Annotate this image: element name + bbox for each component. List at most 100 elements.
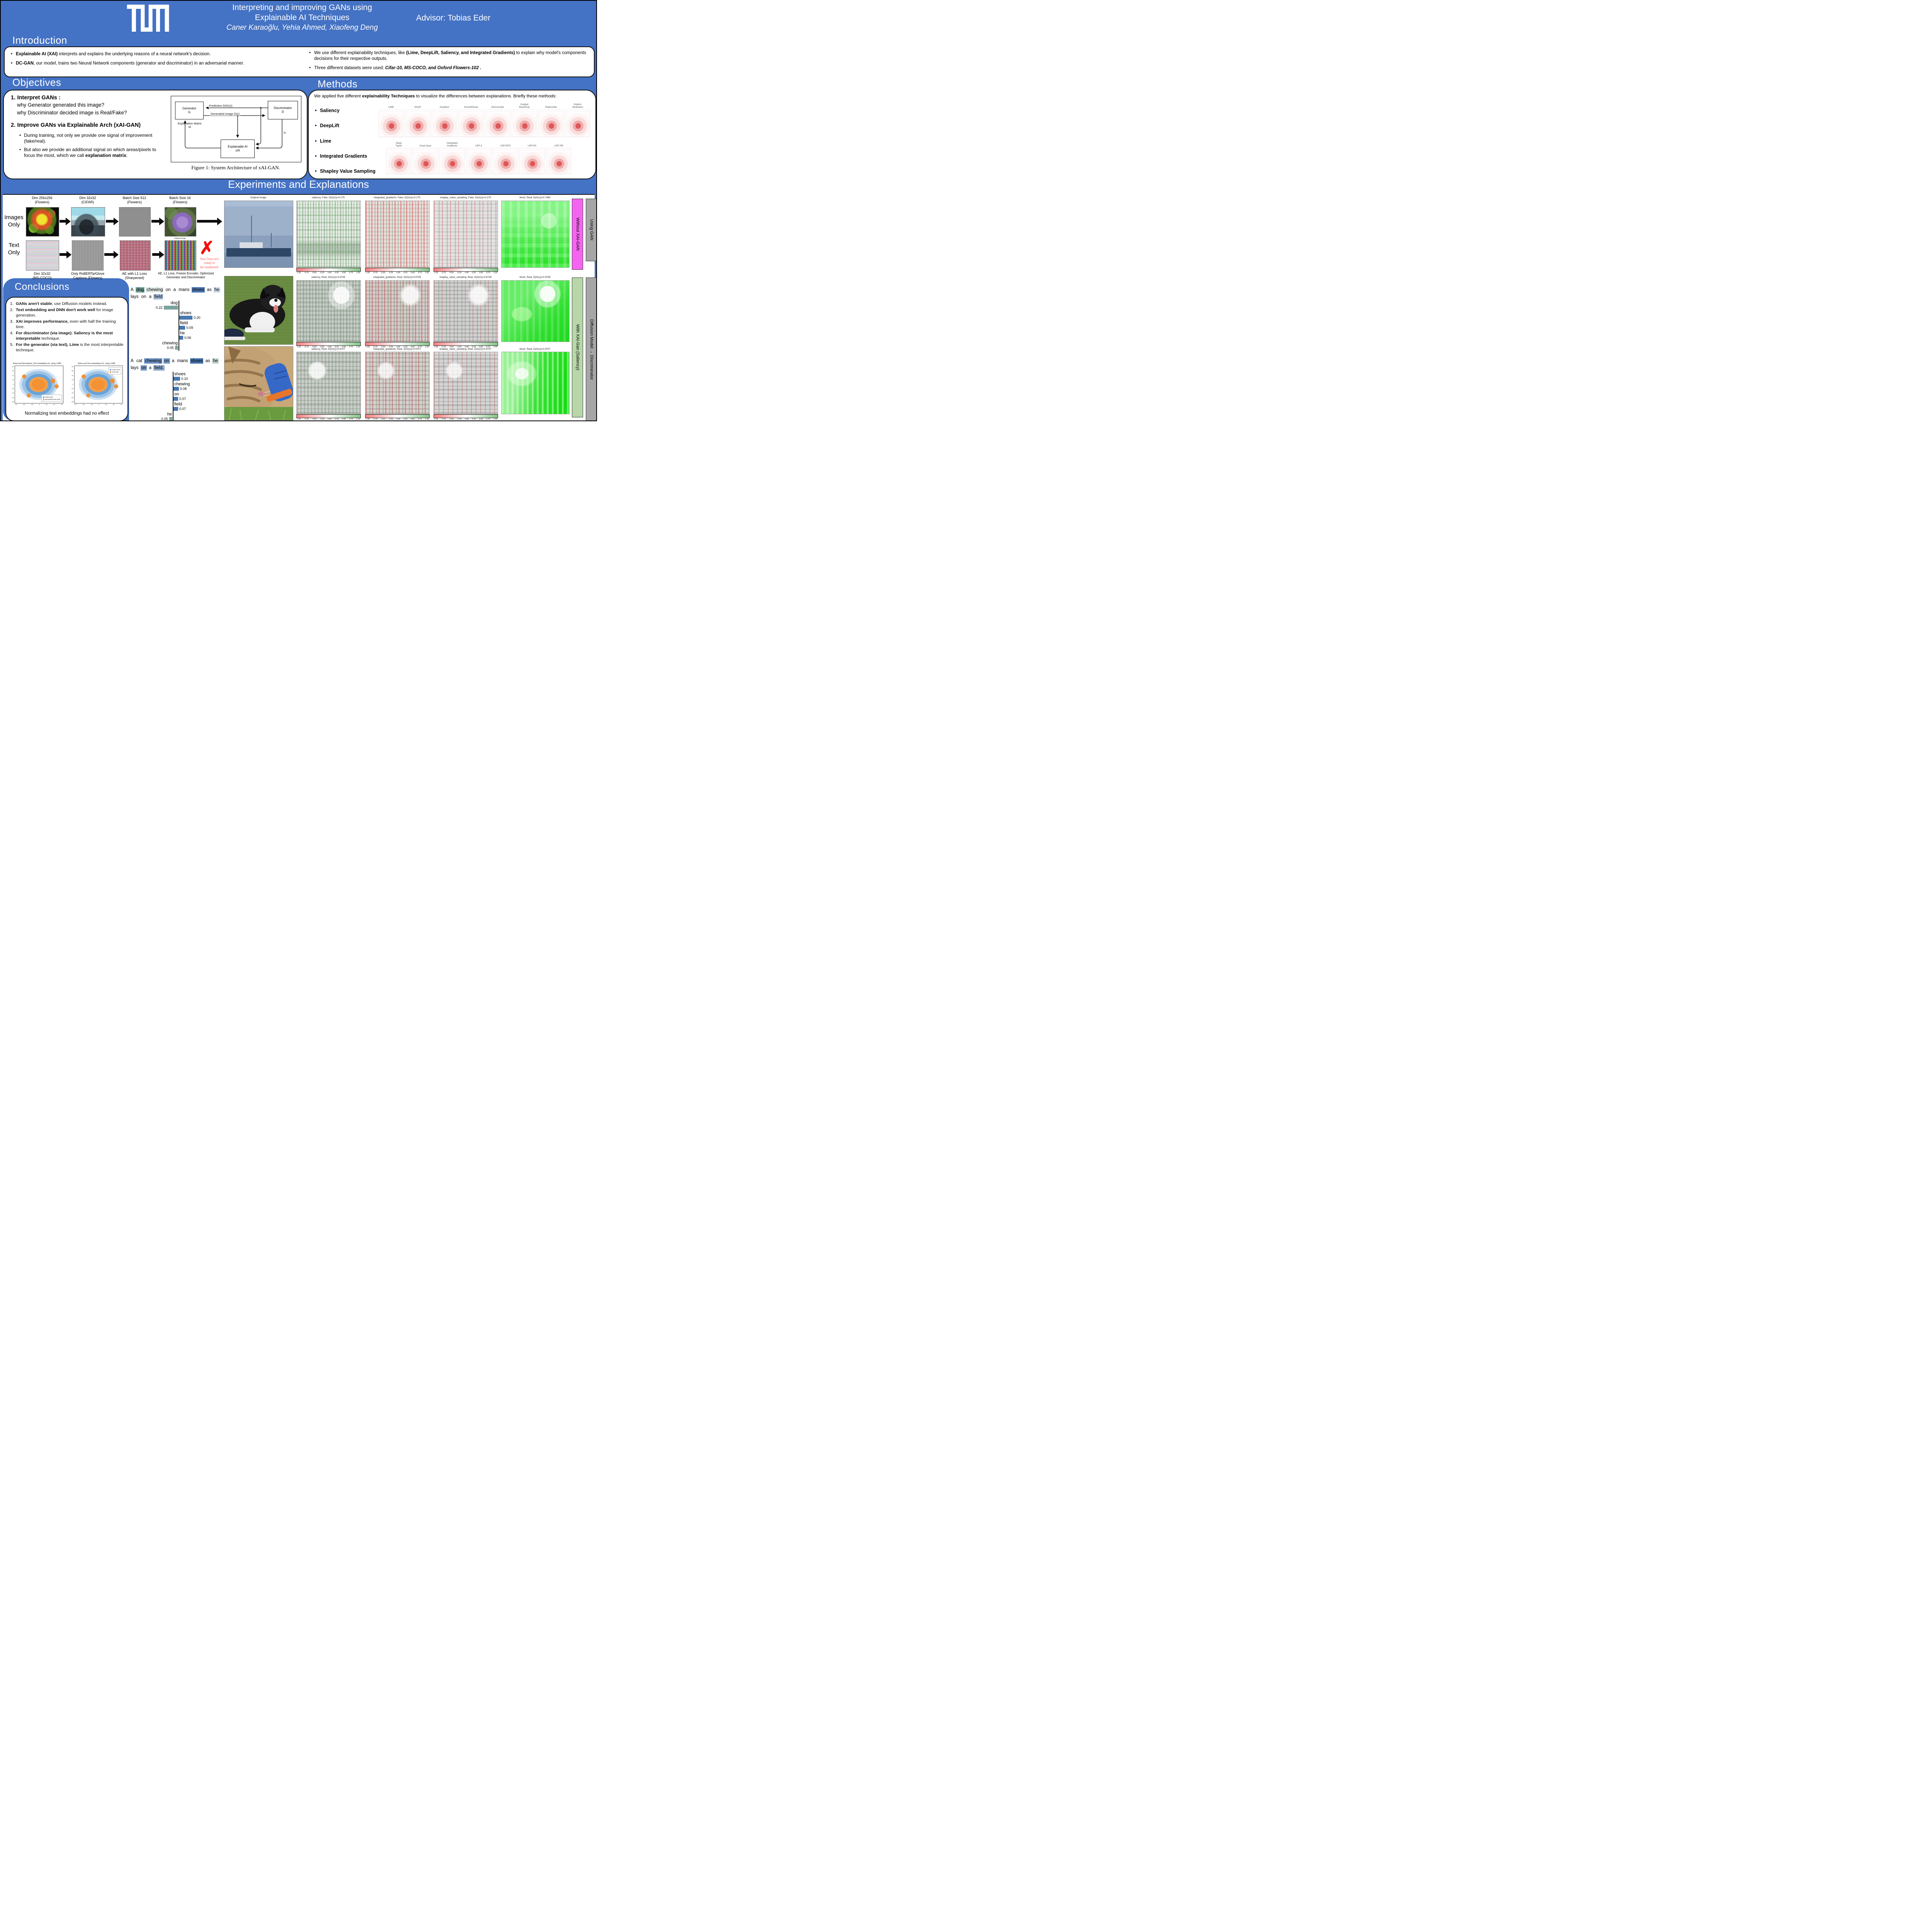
conclusion-item: 1. GANs aren't stable; use Diffusion mode…: [10, 301, 124, 306]
chart-row: field 0.09: [134, 321, 227, 331]
section-heading-conclusions: Conclusions: [15, 281, 70, 292]
method-column: Guided BackProp: [512, 103, 537, 137]
cat-illustration: [224, 347, 293, 420]
tsne2-plot-area: noise emb text emb: [74, 366, 123, 403]
label-line: (CIFAR): [81, 200, 94, 204]
legend-dot-icon: [43, 398, 44, 400]
label-line: Captions (Flowers): [73, 276, 102, 280]
text-segment: GANs aren't stable: [16, 301, 52, 306]
method-column: SHAP: [405, 103, 430, 137]
bar-value-label: 0.07: [179, 397, 186, 401]
method-label: DeConvNet: [485, 103, 510, 109]
method-label-line: Integrated: [446, 142, 458, 145]
text-segment: Saliency is the most interpretable: [16, 331, 113, 341]
explanation-matrix-label: Explanation Matrix M: [173, 122, 207, 129]
boat-cabin: [239, 242, 263, 248]
method-label-line: LRP-PA: [527, 145, 537, 148]
colorbar: [434, 342, 498, 346]
bullet-icon: •: [19, 133, 21, 138]
pipeline-image-text-mscoco: [26, 240, 59, 271]
chart-row: on 0.07: [134, 392, 227, 402]
pipeline-arrow-4: [197, 217, 222, 225]
bar-word-label: chewing: [162, 341, 178, 345]
y-tick: -80: [71, 401, 73, 403]
colorbar-tick: 0.25: [335, 272, 339, 274]
pipeline-bottom-label: AE, L1 Loss, Freeze Encoder, Optimized Ge…: [153, 272, 219, 279]
colorbar-tick: 0.25: [472, 346, 476, 348]
explanation-heatmap: [501, 280, 570, 342]
highlighted-word: dog: [135, 287, 145, 293]
text-segment: .: [126, 153, 128, 158]
method-column: Integrated Gradients: [439, 141, 465, 174]
objective-1: 1. Interpret GANs :: [11, 94, 167, 101]
pipeline-image-batch16: [165, 207, 196, 237]
tsne2-x-ticks: -75 -50 -25 0 25 50 75: [74, 403, 122, 405]
methods-bullet: • Integrated Gradients: [315, 153, 377, 159]
method-label: Integrated Gradients: [439, 141, 465, 148]
word: lays: [131, 365, 139, 370]
introduction-bullet: • Explainable AI (XAI) interprets and exp…: [11, 51, 293, 57]
colorbar-tick: 0.00: [464, 346, 469, 348]
colorbar-tick: -1.00: [434, 418, 438, 420]
text-segment: to explain why model's components decisi…: [314, 51, 587, 61]
pipeline-image-ae-frozen: [165, 240, 196, 271]
word: a: [149, 365, 152, 370]
colorbar-tick: 0.75: [349, 272, 353, 274]
method-label: LRP-Z: [466, 141, 492, 148]
bar: [173, 377, 180, 381]
colorbar-tick: 0.75: [349, 418, 353, 420]
y-tick: -60: [12, 396, 14, 398]
colorbar-tick: -0.75: [441, 418, 446, 420]
text-only-label: Text Only: [3, 242, 25, 257]
dog-illustration: [224, 276, 293, 344]
objective-1-lines: why Generator generated this image? why D…: [11, 101, 167, 116]
xai-letter: xAI: [235, 149, 240, 152]
item-text: Text embedding and DNN don't work well f…: [16, 308, 113, 317]
bullet-icon: •: [11, 52, 13, 56]
method-label-line: PatternNet: [545, 106, 557, 109]
colorbar-tick: 0.75: [486, 346, 490, 348]
colorbar-ticks: -1.00 -0.75 -0.50 -0.25 0.00 0.25 0.50 0.75 1.00: [434, 418, 497, 420]
colorbar-tick: -0.25: [388, 272, 393, 274]
colorbar: [434, 414, 498, 418]
colorbar-ticks: -1.00 -0.75 -0.50 -0.25 0.00 0.25 0.50 0.75 1.00: [296, 272, 360, 274]
text-segment: explainability Techniques: [362, 94, 415, 99]
section-heading-experiments: Experiments and Explanations: [228, 179, 369, 190]
method-label-line: Grad-Input: [419, 145, 432, 148]
method-label-line: DeConvNet: [491, 106, 504, 109]
colorbar-tick: -1.00: [365, 418, 370, 420]
method-column: Grad-Input: [413, 141, 438, 174]
y-tick: 20: [12, 379, 14, 381]
poster-root: Interpreting and improving GANs using Ex…: [0, 0, 597, 421]
y-tick: 0: [13, 383, 14, 385]
introduction-bullet: • DC-GAN, our model, trains two Neural Ne…: [11, 61, 293, 66]
colorbar-tick: -1.00: [365, 272, 370, 274]
bullet-text: Three different datasets were used: Cifa…: [314, 66, 481, 70]
colorbar-tick: -0.50: [312, 418, 316, 420]
authors: Caner Karaoğlu, Yehia Ahmed, Xiaofeng De…: [226, 24, 378, 32]
y-tick: -20: [12, 387, 14, 390]
bar: [173, 397, 178, 401]
figure1-caption: Figure 1: System Architecture of xAI-GAN…: [191, 165, 280, 170]
grid-title: Original Image: [250, 196, 267, 199]
cat-photo: [224, 346, 293, 420]
bar-value-label: 0.06: [184, 336, 191, 340]
text-segment: even with half the training time.: [16, 319, 116, 329]
methods-box: We applied five different explainability…: [308, 90, 596, 179]
bar-word-label: field: [174, 402, 182, 407]
objective-2-title: Improve GANs via Explainable Arch (xAI-G…: [17, 122, 141, 129]
tum-logo: [127, 5, 169, 32]
word: as: [205, 359, 210, 363]
tsne1-legend: noise emb Normalized text emb: [41, 395, 62, 402]
y-tick: 40: [71, 374, 73, 376]
discriminator-node: Discriminator D: [268, 101, 298, 119]
text-segment: Explainable AI (XAI): [16, 52, 58, 56]
colorbar-tick: -0.25: [457, 418, 462, 420]
x-tick: 75: [61, 403, 63, 405]
bullet-icon: •: [315, 108, 317, 113]
method-label: Grad-Input: [413, 141, 438, 148]
method-label-line: Gradient: [439, 106, 449, 109]
colorbar-tick: 0.50: [411, 272, 415, 274]
item-number: 2.: [10, 308, 14, 313]
side-label: Without XAI-GAN: [572, 199, 583, 270]
